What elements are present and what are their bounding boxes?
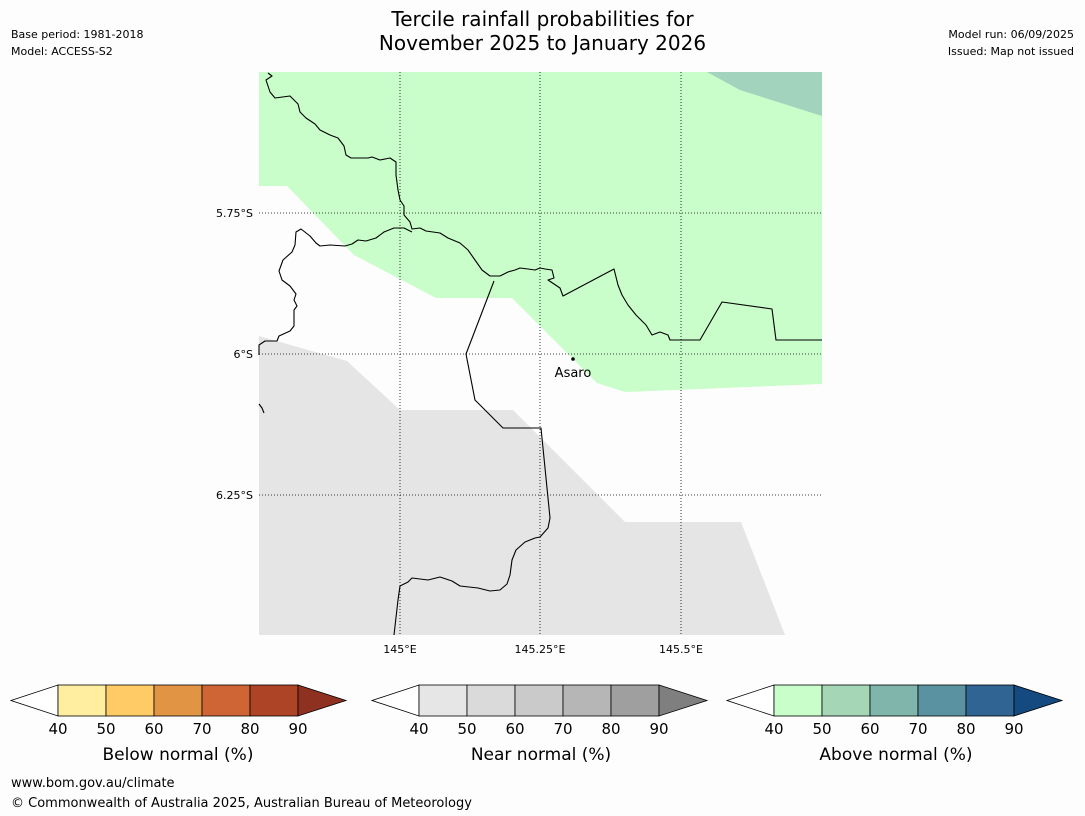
lon-label-145-5e: 145.5°E (659, 643, 703, 656)
colorbar-under-arrow (10, 684, 59, 717)
above-normal-label: Above normal (%) (819, 745, 973, 765)
colorbar-tick-label: 70 (908, 720, 927, 738)
colorbar-swatch (57, 684, 107, 717)
title-line-2: November 2025 to January 2026 (378, 31, 707, 55)
footer-copyright: © Commonwealth of Australia 2025, Austra… (11, 796, 472, 811)
border-north (265, 72, 822, 341)
base-period-text: Base period: 1981-2018 (11, 28, 144, 41)
header-meta-left: Base period: 1981-2018 Model: ACCESS-S2 (11, 26, 143, 60)
colorbar-tick-label: 60 (505, 720, 524, 738)
map-title: Tercile rainfall probabilities for Novem… (0, 7, 1085, 55)
header-meta-right: Model run: 06/09/2025 Issued: Map not is… (948, 26, 1074, 60)
lat-label-5-75s: 5.75°S (216, 207, 253, 220)
colorbar-swatch (249, 684, 299, 717)
colorbar-over-arrow (297, 684, 348, 717)
map-plot-area: Asaro (258, 72, 822, 636)
colorbar-swatch (153, 684, 203, 717)
colorbar-swatch (562, 684, 612, 717)
colorbar-tick-label: 80 (956, 720, 975, 738)
axis-labels: 5.75°S 6°S 6.25°S 145°E 145.25°E 145.5°E (216, 207, 703, 656)
colorbar-tick-label: 90 (1004, 720, 1023, 738)
colorbar-tick-label: 60 (144, 720, 163, 738)
colorbar-tick-label: 40 (409, 720, 428, 738)
colorbar-tick-label: 90 (649, 720, 668, 738)
issued-text: Issued: Map not issued (947, 45, 1074, 58)
colorbar-tick-label: 60 (860, 720, 879, 738)
model-text: Model: ACCESS-S2 (11, 45, 113, 58)
border-central (393, 280, 551, 636)
asaro-marker (571, 357, 575, 361)
colorbar-tick-label: 50 (457, 720, 476, 738)
colorbar-swatch (869, 684, 919, 717)
colorbar-swatch (514, 684, 564, 717)
gridlines (259, 72, 822, 635)
colorbar-swatch (610, 684, 660, 717)
below-normal-colorbar: 40 50 60 70 80 90 (10, 684, 348, 738)
colorbar-tick-label: 80 (240, 720, 259, 738)
colorbar-tick-label: 70 (192, 720, 211, 738)
colorbar-swatch (917, 684, 967, 717)
colorbar-over-arrow (658, 684, 709, 717)
colorbar-tick-label: 40 (48, 720, 67, 738)
above-normal-60-region (707, 72, 822, 116)
footer-url: www.bom.gov.au/climate (11, 776, 175, 791)
below-normal-label: Below normal (%) (102, 745, 254, 765)
colorbar-swatch (418, 684, 468, 717)
colorbar-swatch (105, 684, 155, 717)
colorbar-tick-label: 70 (553, 720, 572, 738)
colorbar-tick-label: 80 (601, 720, 620, 738)
colorbar-swatch (965, 684, 1015, 717)
border-west-fragment (258, 403, 265, 414)
title-line-1: Tercile rainfall probabilities for (391, 7, 694, 31)
colorbar-under-arrow (371, 684, 420, 717)
colorbar-over-arrow (1013, 684, 1064, 717)
province-borders (258, 72, 822, 636)
model-run-text: Model run: 06/09/2025 (948, 28, 1074, 41)
colorbar-swatch (821, 684, 871, 717)
lon-label-145e: 145°E (383, 643, 416, 656)
colorbar-tick-label: 40 (764, 720, 783, 738)
near-normal-region (259, 336, 785, 635)
lon-label-145-25e: 145.25°E (515, 643, 566, 656)
lat-label-6-25s: 6.25°S (216, 489, 253, 502)
border-west (258, 227, 413, 355)
asaro-label: Asaro (555, 366, 592, 381)
above-normal-colorbar: 40 50 60 70 80 90 (726, 684, 1064, 738)
colorbar-tick-label: 90 (288, 720, 307, 738)
near-normal-colorbar: 40 50 60 70 80 90 (371, 684, 709, 738)
colorbar-swatch (773, 684, 823, 717)
colorbar-tick-label: 50 (96, 720, 115, 738)
lat-label-6s: 6°S (234, 348, 253, 361)
colorbar-swatch (466, 684, 516, 717)
colorbar-under-arrow (726, 684, 775, 717)
near-normal-label: Near normal (%) (470, 745, 612, 765)
colorbar-swatch (201, 684, 251, 717)
colorbar-tick-label: 50 (812, 720, 831, 738)
